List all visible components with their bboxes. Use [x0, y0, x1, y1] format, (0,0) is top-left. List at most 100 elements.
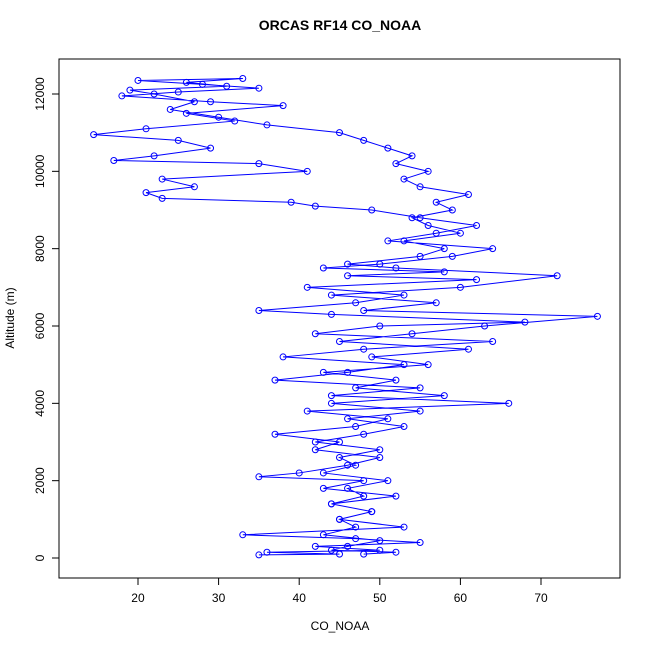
data-point	[311, 446, 319, 454]
data-point	[424, 361, 432, 369]
data-point	[368, 353, 376, 361]
data-point	[311, 542, 319, 550]
data-point	[360, 550, 368, 558]
data-point	[352, 299, 360, 307]
data-point	[360, 492, 368, 500]
data-point	[311, 202, 319, 210]
data-point	[190, 98, 198, 106]
data-point	[368, 508, 376, 516]
data-point	[384, 237, 392, 245]
data-point	[376, 446, 384, 454]
data-point	[126, 86, 134, 94]
data-point	[142, 125, 150, 133]
data-point	[360, 307, 368, 315]
data-point	[392, 492, 400, 500]
data-point	[336, 515, 343, 523]
data-point	[473, 221, 481, 229]
data-point	[303, 407, 311, 415]
data-point	[376, 546, 384, 554]
data-point	[368, 206, 376, 214]
data-point	[408, 152, 416, 160]
data-point	[440, 392, 448, 400]
data-point	[416, 252, 424, 260]
data-point	[448, 252, 456, 260]
data-point	[416, 539, 424, 547]
plot-box	[58, 58, 621, 579]
data-point	[464, 191, 472, 199]
data-point	[384, 415, 392, 423]
y-tick-label: 12000	[33, 77, 47, 111]
data-point	[344, 368, 352, 376]
data-point	[352, 523, 360, 531]
data-point	[489, 337, 497, 345]
data-point	[408, 330, 416, 338]
data-point	[505, 399, 513, 407]
x-tick-label: 40	[293, 591, 307, 605]
data-point	[408, 214, 416, 222]
data-point	[416, 214, 424, 222]
y-tick-label: 4000	[33, 390, 47, 417]
data-point	[336, 438, 343, 446]
data-point	[311, 438, 319, 446]
data-point	[400, 291, 408, 299]
data-point	[344, 461, 352, 469]
data-point	[279, 102, 287, 110]
data-point	[263, 121, 271, 129]
data-point	[327, 546, 335, 554]
x-tick-label: 30	[212, 591, 226, 605]
data-point	[239, 531, 247, 539]
data-point	[392, 548, 400, 556]
data-point	[456, 229, 464, 237]
data-point	[489, 245, 497, 253]
data-point	[344, 415, 352, 423]
data-point	[311, 330, 319, 338]
data-point	[158, 194, 166, 202]
data-point	[223, 82, 231, 90]
data-point	[416, 183, 424, 191]
data-point	[400, 361, 408, 369]
data-point	[198, 80, 206, 88]
data-point	[239, 75, 247, 83]
x-tick-label: 50	[373, 591, 387, 605]
data-point	[255, 84, 263, 92]
data-point	[90, 131, 98, 139]
data-point	[432, 299, 440, 307]
data-point	[295, 469, 303, 477]
data-point	[255, 551, 263, 559]
data-point	[182, 78, 190, 86]
data-point	[207, 144, 215, 152]
data-point	[279, 353, 287, 361]
data-point	[150, 90, 158, 98]
data-point	[376, 322, 384, 330]
data-point	[481, 322, 489, 330]
data-point	[255, 160, 263, 168]
data-point	[416, 407, 424, 415]
data-point	[456, 283, 464, 291]
data-point	[174, 136, 182, 144]
data-point	[174, 88, 182, 96]
data-point	[440, 268, 448, 276]
data-point	[352, 461, 360, 469]
data-point	[400, 237, 408, 245]
data-point	[424, 221, 432, 229]
data-point	[271, 376, 279, 384]
data-point	[344, 542, 352, 550]
data-point	[327, 310, 335, 318]
y-tick-label: 10000	[33, 154, 47, 188]
data-point	[336, 550, 343, 558]
data-point	[158, 175, 166, 183]
data-point	[182, 109, 190, 117]
chart-title: ORCAS RF14 CO_NOAA	[259, 17, 422, 33]
data-point	[287, 198, 295, 206]
data-point	[360, 136, 368, 144]
data-point	[190, 183, 198, 191]
data-point	[416, 384, 424, 392]
data-point	[134, 76, 142, 84]
data-point	[255, 473, 263, 481]
data-point	[166, 105, 174, 113]
data-point	[344, 272, 352, 280]
y-tick-label: 2000	[33, 467, 47, 494]
data-line	[93, 78, 598, 556]
data-point	[400, 523, 408, 531]
